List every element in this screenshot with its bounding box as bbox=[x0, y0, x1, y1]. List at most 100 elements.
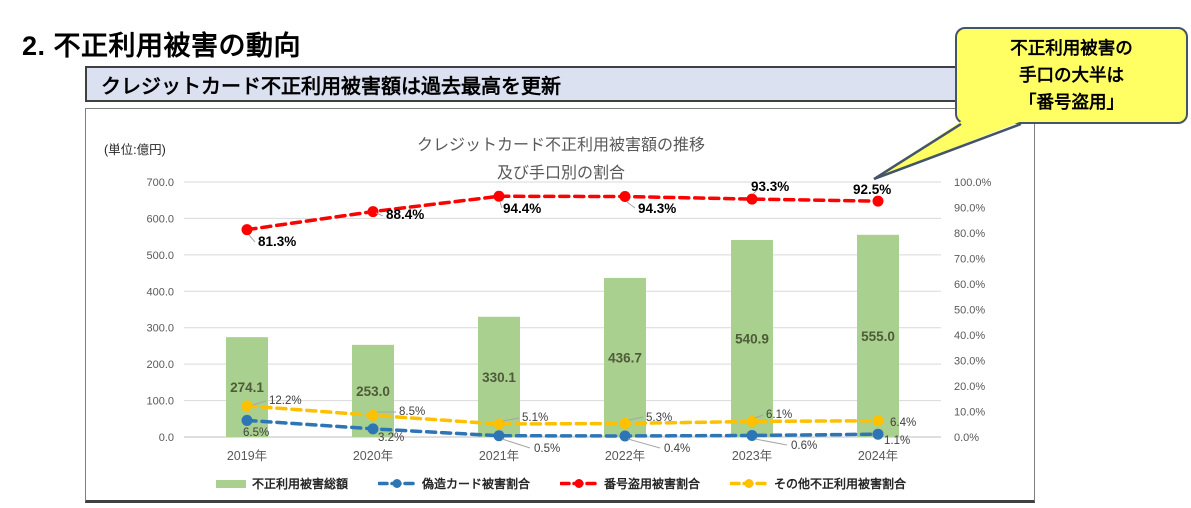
page-title: 2. 不正利用被害の動向 bbox=[22, 31, 302, 61]
callout-bubble: 不正利用被害の 手口の大半は 「番号盗用」 bbox=[955, 27, 1188, 124]
leader-line bbox=[499, 201, 503, 209]
line-偽造カード被害割合 bbox=[245, 418, 880, 438]
leader-line bbox=[754, 438, 788, 446]
chart-title-line2: 及び手口別の割合 bbox=[496, 165, 625, 182]
leader-line bbox=[501, 438, 531, 449]
headline-text: クレジットカード不正利用被害額は過去最高を更新 bbox=[101, 75, 561, 98]
x-axis-label: 2023年 bbox=[732, 449, 772, 463]
legend-label: 不正利用被害総額 bbox=[251, 477, 348, 491]
bar-2023年 bbox=[731, 239, 773, 437]
callout-line-2: 手口の大半は bbox=[1019, 64, 1124, 85]
x-axis-label: 2024年 bbox=[858, 449, 898, 463]
right-axis-tick: 90.0% bbox=[954, 203, 985, 215]
right-axis-tick: 30.0% bbox=[954, 356, 985, 368]
point-label-偽造カード被害割合: 1.1% bbox=[884, 435, 910, 447]
marker-その他不正利用被害割合-2019年 bbox=[241, 400, 253, 412]
legend-label: その他不正利用被害割合 bbox=[774, 477, 907, 491]
point-label-偽造カード被害割合: 0.6% bbox=[791, 440, 817, 452]
callout-line-3: 「番号盗用」 bbox=[1019, 92, 1124, 113]
legend-label: 番号盗用被害割合 bbox=[604, 477, 701, 491]
point-label-番号盗用被害割合: 88.4% bbox=[386, 207, 424, 222]
right-axis-tick: 0.0% bbox=[954, 432, 979, 444]
right-axis-tick: 70.0% bbox=[954, 254, 985, 266]
point-label-番号盗用被害割合: 94.4% bbox=[503, 201, 541, 216]
unit-label: (単位:億円) bbox=[104, 143, 166, 157]
point-label-偽造カード被害割合: 0.4% bbox=[664, 443, 690, 455]
leader-line bbox=[502, 417, 520, 422]
legend-item-0: 不正利用被害総額 bbox=[215, 475, 348, 492]
right-axis-tick: 10.0% bbox=[954, 407, 985, 419]
legend-line-swatch bbox=[730, 479, 769, 488]
legend-line-swatch bbox=[377, 479, 416, 488]
legend-label: 偽造カード被害割合 bbox=[421, 477, 530, 491]
marker-番号盗用被害割合-2023年 bbox=[746, 193, 758, 205]
point-label-偽造カード被害割合: 3.2% bbox=[378, 432, 404, 444]
marker-番号盗用被害割合-2021年 bbox=[493, 190, 505, 202]
line-番号盗用被害割合 bbox=[245, 194, 880, 232]
legend-line-swatch bbox=[560, 479, 598, 488]
marker-その他不正利用被害割合-2024年 bbox=[872, 415, 884, 427]
marker-偽造カード被害割合-2024年 bbox=[872, 428, 884, 440]
x-axis-label: 2019年 bbox=[227, 449, 267, 463]
leader-line bbox=[375, 212, 384, 217]
legend-item-1: 偽造カード被害割合 bbox=[377, 475, 530, 492]
line-その他不正利用被害割合 bbox=[245, 404, 880, 426]
bar-value-label: 274.1 bbox=[230, 380, 264, 395]
left-axis-tick: 400.0 bbox=[146, 286, 174, 298]
chart-container: (単位:億円) クレジットカード不正利用被害額の推移 及び手口別の割合 0.0 1… bbox=[85, 108, 1035, 503]
marker-偽造カード被害割合-2019年 bbox=[241, 414, 253, 426]
leader-line bbox=[754, 414, 764, 419]
point-label-その他不正利用被害割合: 5.1% bbox=[522, 412, 548, 424]
point-label-その他不正利用被害割合: 8.5% bbox=[399, 406, 425, 418]
point-label-番号盗用被害割合: 94.3% bbox=[638, 201, 676, 216]
right-axis-tick: 60.0% bbox=[954, 279, 985, 291]
leader-line bbox=[752, 188, 759, 195]
leader-line bbox=[626, 201, 636, 209]
point-label-その他不正利用被害割合: 6.1% bbox=[766, 409, 792, 421]
marker-その他不正利用被害割合-2023年 bbox=[746, 415, 758, 427]
point-label-その他不正利用被害割合: 6.4% bbox=[890, 417, 916, 429]
bar-value-label: 436.7 bbox=[608, 350, 642, 365]
leader-line bbox=[248, 234, 256, 243]
bar-2024年 bbox=[857, 234, 899, 437]
point-label-番号盗用被害割合: 92.5% bbox=[853, 182, 891, 197]
point-label-偽造カード被害割合: 6.5% bbox=[243, 427, 269, 439]
bar-value-label: 330.1 bbox=[482, 370, 516, 385]
left-axis-tick: 100.0 bbox=[146, 396, 174, 408]
marker-番号盗用被害割合-2024年 bbox=[872, 195, 884, 207]
leader-line bbox=[627, 438, 661, 449]
right-axis-tick: 100.0% bbox=[954, 177, 992, 189]
left-axis-tick: 0.0 bbox=[159, 432, 174, 444]
x-axis-label: 2020年 bbox=[353, 449, 393, 463]
point-label-番号盗用被害割合: 93.3% bbox=[751, 179, 789, 194]
bar-value-label: 555.0 bbox=[861, 329, 895, 344]
bar-2022年 bbox=[604, 277, 646, 437]
point-label-番号盗用被害割合: 81.3% bbox=[258, 234, 296, 249]
right-axis-tick: 80.0% bbox=[954, 228, 985, 240]
point-label-その他不正利用被害割合: 5.3% bbox=[646, 412, 672, 424]
left-axis-tick: 700.0 bbox=[146, 177, 174, 189]
right-axis-tick: 40.0% bbox=[954, 330, 985, 342]
marker-番号盗用被害割合-2022年 bbox=[619, 191, 631, 203]
legend-bar-swatch bbox=[215, 479, 246, 488]
marker-その他不正利用被害割合-2021年 bbox=[493, 418, 505, 430]
marker-番号盗用被害割合-2019年 bbox=[241, 224, 253, 236]
bar-value-label: 253.0 bbox=[356, 384, 390, 399]
left-axis-tick: 200.0 bbox=[146, 359, 174, 371]
marker-その他不正利用被害割合-2022年 bbox=[619, 417, 631, 429]
marker-番号盗用被害割合-2020年 bbox=[367, 206, 379, 218]
leader-line bbox=[252, 400, 267, 406]
bar-2020年 bbox=[352, 344, 394, 437]
legend-item-3: その他不正利用被害割合 bbox=[730, 475, 906, 492]
marker-偽造カード被害割合-2020年 bbox=[367, 423, 379, 435]
x-axis-label: 2022年 bbox=[605, 449, 645, 463]
headline-banner: クレジットカード不正利用被害額は過去最高を更新 bbox=[85, 66, 1035, 102]
left-axis-tick: 300.0 bbox=[146, 323, 174, 335]
chart-canvas: 0.0 100.0 200.0 300.0 400.0 500.0 600.0 700.0 0.… bbox=[146, 177, 992, 463]
marker-偽造カード被害割合-2021年 bbox=[493, 430, 505, 442]
right-axis-tick: 50.0% bbox=[954, 305, 985, 317]
chart-legend: 不正利用被害総額 偽造カード被害割合 番号盗用被害割合 その他不正利用被害割合 bbox=[121, 475, 1001, 492]
bar-2021年 bbox=[478, 316, 520, 437]
chart-title-line1: クレジットカード不正利用被害額の推移 bbox=[416, 137, 705, 154]
x-axis-label: 2021年 bbox=[479, 449, 519, 463]
